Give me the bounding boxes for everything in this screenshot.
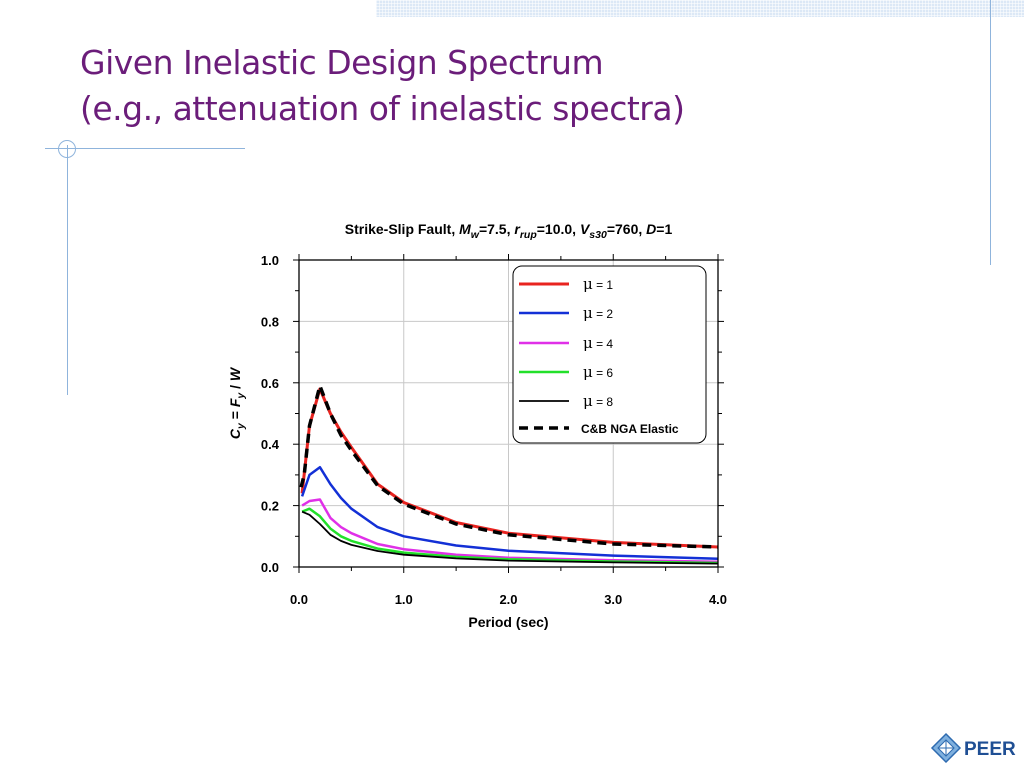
y-axis-label: Cy = Fy / W	[227, 366, 247, 439]
legend-label-6: C&B NGA Elastic	[581, 422, 679, 436]
slide-title-line-2: (e.g., attenuation of inelastic spectra)	[80, 89, 685, 128]
legend-label-5: μ = 8	[583, 392, 613, 410]
y-tick-label: 0.0	[261, 560, 279, 575]
y-tick-label: 0.4	[261, 437, 280, 452]
y-tick-label: 0.2	[261, 499, 279, 514]
x-tick-label: 1.0	[395, 592, 413, 607]
x-tick-label: 0.0	[290, 592, 308, 607]
decorative-line-horizontal	[45, 148, 245, 149]
y-tick-label: 0.8	[261, 314, 279, 329]
legend-label-4: μ = 6	[583, 363, 613, 381]
header-band	[376, 0, 1024, 17]
y-tick-label: 1.0	[261, 253, 279, 268]
x-axis-label: Period (sec)	[468, 614, 548, 630]
legend-label-1: μ = 1	[583, 275, 613, 293]
peer-logo-text: PEER	[964, 739, 1016, 760]
slide-title: Given Inelastic Design Spectrum (e.g., a…	[80, 40, 685, 132]
x-tick-label: 4.0	[709, 592, 727, 607]
slide-title-line-1: Given Inelastic Design Spectrum	[80, 43, 604, 82]
series-line-5	[301, 510, 719, 565]
legend-label-3: μ = 4	[583, 334, 613, 352]
chart-title: Strike-Slip Fault, Mw=7.5, rrup=10.0, Vs…	[345, 221, 673, 241]
legend-box	[512, 265, 707, 444]
series-line-4	[301, 507, 719, 565]
plot-frame	[298, 259, 719, 568]
x-tick-label: 3.0	[604, 592, 622, 607]
decorative-line-right	[990, 0, 991, 265]
peer-logo: PEER	[930, 732, 1016, 764]
series-line-3	[301, 498, 719, 564]
series-line-2	[300, 465, 719, 560]
x-tick-label: 2.0	[499, 592, 517, 607]
legend-label-2: μ = 2	[583, 304, 613, 322]
decorative-circle	[58, 140, 76, 158]
peer-logo-mark-icon	[930, 732, 962, 764]
decorative-line-left	[67, 145, 68, 395]
series-line-6	[299, 384, 719, 549]
y-tick-label: 0.6	[261, 376, 279, 391]
